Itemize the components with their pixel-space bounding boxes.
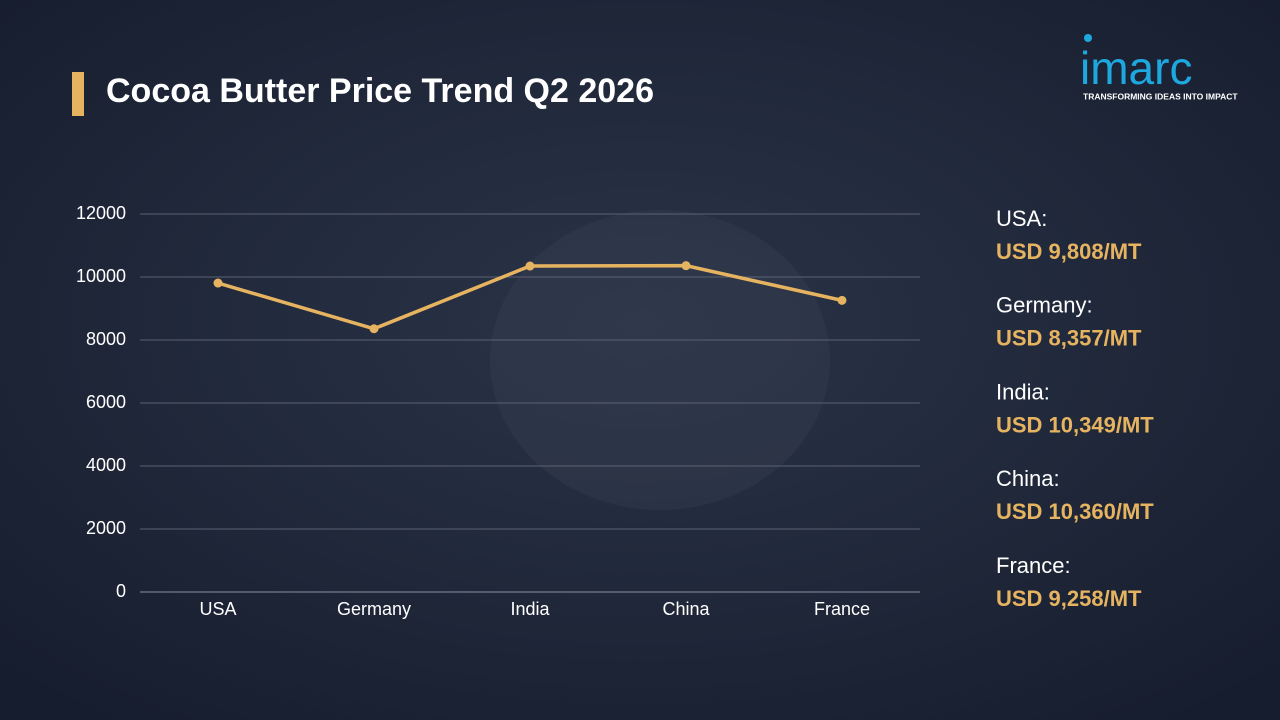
logo-tagline: TRANSFORMING IDEAS INTO IMPACT: [1083, 91, 1238, 101]
side-label: India:: [996, 379, 1050, 404]
x-tick-label: Germany: [337, 599, 411, 619]
data-point: [525, 261, 535, 271]
chart-title: Cocoa Butter Price Trend Q2 2026: [106, 72, 654, 110]
side-value: USD 8,357/MT: [996, 326, 1142, 351]
y-tick-label: 8000: [86, 329, 126, 349]
side-label: Germany:: [996, 293, 1093, 318]
x-tick-label: China: [662, 599, 710, 619]
y-tick-label: 10000: [76, 266, 126, 286]
data-point: [837, 295, 847, 305]
logo-dot: [1084, 34, 1092, 42]
x-tick-label: India: [510, 599, 550, 619]
y-tick-label: 6000: [86, 392, 126, 412]
side-value: USD 10,349/MT: [996, 412, 1154, 437]
side-value: USD 10,360/MT: [996, 499, 1154, 524]
y-tick-label: 2000: [86, 518, 126, 538]
background-decoration: [490, 210, 830, 510]
data-point: [681, 261, 691, 271]
y-tick-label: 12000: [76, 203, 126, 223]
data-point: [213, 278, 223, 288]
side-value: USD 9,808/MT: [996, 239, 1142, 264]
data-point: [369, 324, 379, 334]
side-label: USA:: [996, 206, 1047, 231]
x-tick-label: USA: [199, 599, 236, 619]
x-tick-label: France: [814, 599, 870, 619]
logo-name: imarc: [1080, 42, 1192, 94]
side-value: USD 9,258/MT: [996, 586, 1142, 611]
y-tick-label: 0: [116, 581, 126, 601]
side-label: China:: [996, 466, 1060, 491]
y-tick-label: 4000: [86, 455, 126, 475]
side-label: France:: [996, 553, 1071, 578]
title-accent: [72, 72, 84, 116]
